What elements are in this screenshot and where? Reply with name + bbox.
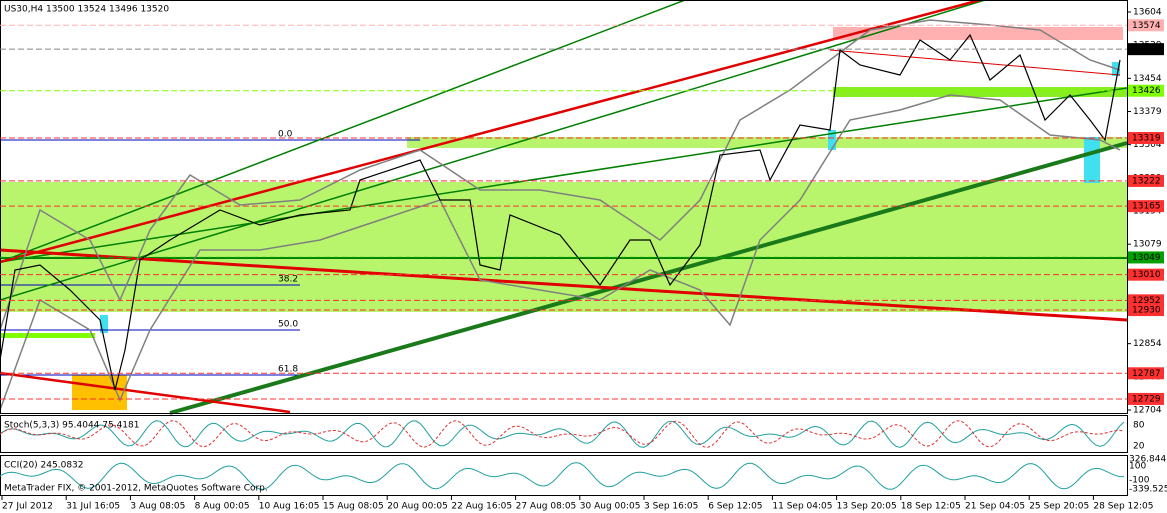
- level-label: 12930: [1132, 306, 1161, 316]
- level-label: 12952: [1132, 296, 1161, 306]
- level-label: 13010: [1132, 270, 1161, 280]
- level-label: 13426: [1132, 86, 1161, 96]
- level-label: 12729: [1132, 394, 1161, 404]
- level-label: 13222: [1132, 176, 1161, 186]
- time-label: 22 Aug 16:05: [451, 502, 512, 512]
- fib-label: 38.2: [278, 275, 298, 285]
- time-label: 28 Sep 12:05: [1093, 502, 1153, 512]
- oscillators: [0, 420, 1125, 490]
- price-tick-label: 13079: [1133, 240, 1162, 250]
- time-label: 21 Sep 04:05: [965, 502, 1025, 512]
- level-badge: [1128, 132, 1164, 145]
- level-label: 13574: [1132, 21, 1161, 31]
- price-tick-label: 13454: [1133, 74, 1162, 84]
- stoch-tick: 80: [1133, 421, 1145, 431]
- cci-label: CCI(20) 245.0832: [4, 461, 84, 471]
- fib-label: 50.0: [278, 320, 298, 330]
- copyright: MetaTrader FIX, © 2001-2012, MetaQuotes …: [4, 484, 268, 494]
- time-label: 20 Aug 00:05: [387, 502, 448, 512]
- cci-tick: 326.844: [1129, 455, 1166, 465]
- price-tick-label: 13604: [1133, 8, 1162, 18]
- support-zone: [0, 182, 1127, 312]
- level-badge: [1128, 174, 1164, 187]
- time-label: 31 Jul 16:05: [66, 502, 120, 512]
- time-label: 10 Aug 16:05: [259, 502, 320, 512]
- price-tick-label: 12704: [1133, 406, 1162, 416]
- time-label: 8 Aug 00:05: [195, 502, 250, 512]
- time-label: 30 Aug 00:05: [580, 502, 641, 512]
- cci-tick: -100: [1129, 476, 1150, 486]
- cyan-box: [100, 315, 108, 333]
- level-badge: [1128, 268, 1164, 281]
- time-label: 13 Sep 20:05: [837, 502, 897, 512]
- price-tick-label: 12854: [1133, 339, 1162, 349]
- green-mark: [0, 333, 95, 338]
- stoch-label: Stoch(5,3,3) 95.4044 75.4181: [4, 421, 139, 431]
- level-badge: [1128, 367, 1164, 380]
- zone-band: [833, 87, 1127, 97]
- cyan-box: [1084, 137, 1100, 183]
- level-label: 13165: [1132, 202, 1161, 212]
- oscillator-line: [0, 420, 1125, 448]
- time-label: 27 Aug 08:05: [516, 502, 577, 512]
- zone-band: [407, 137, 1127, 148]
- level-label: 13520: [1132, 45, 1161, 55]
- fib-label: 0.0: [278, 130, 293, 140]
- level-badge: [1128, 251, 1164, 264]
- symbol-header: US30,H4 13500 13524 13496 13520: [4, 5, 169, 15]
- level-badge: [1128, 84, 1164, 97]
- price-path: [0, 33, 1121, 391]
- level-label: 13319: [1132, 134, 1161, 144]
- level-badge: [1128, 304, 1164, 317]
- price-tick-label: 13379: [1133, 107, 1162, 117]
- level-badge: [1128, 294, 1164, 307]
- time-label: 27 Jul 2012: [2, 502, 53, 512]
- level-label: 12787: [1132, 369, 1161, 379]
- level-badge: [1128, 43, 1164, 56]
- level-badge: [1128, 19, 1164, 32]
- oscillator-line: [0, 420, 1125, 448]
- fib-label: 61.8: [278, 365, 298, 375]
- time-label: 6 Sep 12:05: [708, 502, 762, 512]
- bollinger-upper: [0, 19, 1121, 331]
- time-label: 25 Sep 20:05: [1029, 502, 1089, 512]
- time-label: 18 Sep 12:05: [901, 502, 961, 512]
- cci-tick: 100: [1129, 462, 1146, 472]
- time-label: 15 Aug 08:05: [323, 502, 384, 512]
- cci-tick: -339.525: [1129, 485, 1167, 495]
- chart-drawings: [0, 0, 1128, 415]
- orange-box: [72, 375, 127, 410]
- trend-lines-red: [0, 0, 1128, 414]
- trend-lines-green: [0, 0, 1128, 415]
- time-label: 3 Aug 08:05: [130, 502, 185, 512]
- cyan-box: [828, 130, 836, 150]
- oscillator-line: [0, 462, 1124, 490]
- time-label: 3 Sep 16:05: [644, 502, 698, 512]
- stoch-tick: 20: [1133, 442, 1145, 452]
- level-badge: [1128, 392, 1164, 405]
- time-label: 11 Sep 04:05: [772, 502, 832, 512]
- level-label: 13049: [1132, 253, 1161, 263]
- price-tick-label: 13304: [1133, 140, 1162, 150]
- level-badge: [1128, 200, 1164, 213]
